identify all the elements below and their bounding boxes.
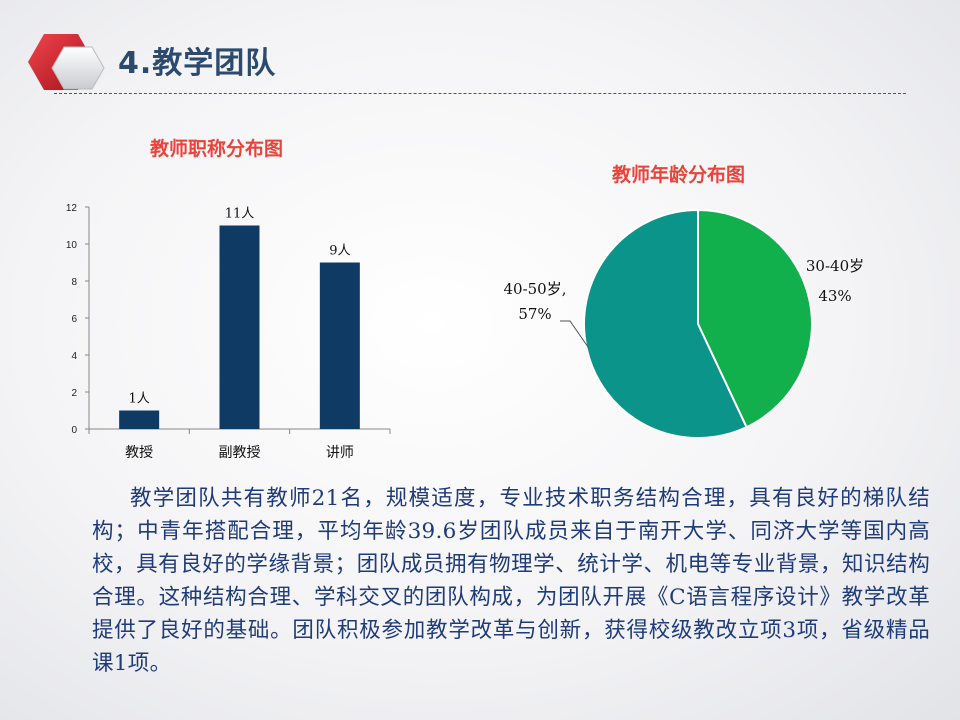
pie-slice-percent: 43% xyxy=(818,287,851,305)
pie-slice xyxy=(583,208,748,439)
pie-slice xyxy=(697,208,813,429)
category-label: 副教授 xyxy=(219,445,261,461)
pie-leader-line xyxy=(560,320,590,349)
bar-chart-title: 教师职称分布图 xyxy=(150,138,284,160)
pie-slice-percent: 57% xyxy=(518,305,551,323)
y-tick-label: 0 xyxy=(71,425,77,436)
age-pie-chart: 30-40岁 43% 40-50岁, 57% xyxy=(503,208,864,439)
bar xyxy=(319,262,360,429)
bar-data-label: 11人 xyxy=(225,207,255,222)
bar-data-label: 9人 xyxy=(329,244,350,259)
team-description: 教学团队共有教师21名，规模适度，专业技术职务结构合理，具有良好的梯队结构；中青… xyxy=(92,486,930,676)
category-label: 教授 xyxy=(125,445,153,461)
bar xyxy=(119,410,160,429)
category-label: 讲师 xyxy=(326,445,354,461)
title-divider xyxy=(54,93,906,94)
pie-chart-title: 教师年龄分布图 xyxy=(612,164,746,186)
page-title: 4.教学团队 xyxy=(118,46,277,81)
pie-slice-label: 40-50岁, xyxy=(503,280,566,298)
y-tick-label: 8 xyxy=(71,277,77,288)
y-tick-label: 12 xyxy=(66,203,78,214)
y-tick-label: 6 xyxy=(71,314,77,325)
y-tick-label: 10 xyxy=(66,240,78,251)
hexagon-logo xyxy=(28,34,105,90)
y-tick-label: 4 xyxy=(71,351,77,362)
bar xyxy=(219,225,260,429)
pie-slice-label: 30-40岁 xyxy=(806,257,864,275)
bar-data-label: 1人 xyxy=(129,392,150,407)
y-tick-label: 2 xyxy=(71,388,77,399)
